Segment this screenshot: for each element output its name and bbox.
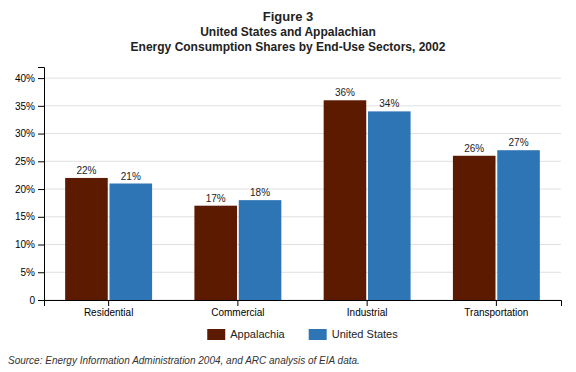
y-tick-label: 0 [29, 295, 35, 306]
y-tick-label: 5% [21, 267, 36, 278]
x-tick-label: Industrial [347, 307, 388, 318]
y-tick: 10% [15, 239, 44, 250]
title: Figure 3 [263, 9, 314, 24]
x-axis-line [45, 301, 562, 307]
y-tick-mark [38, 217, 44, 218]
data-label: 34% [379, 98, 399, 109]
bars [65, 100, 540, 300]
title: Energy Consumption Shares by End-Use Sec… [131, 40, 446, 54]
x-tick-mark [496, 300, 497, 306]
y-tick-label: 40% [15, 73, 35, 84]
data-label: 26% [464, 143, 484, 154]
data-labels: 22% 17% 36% 26% 21% 18% 34% 27% [76, 87, 528, 203]
y-tick: 40% [15, 73, 44, 84]
y-tick-mark [38, 272, 44, 273]
x-tick-label: Commercial [211, 307, 264, 318]
y-tick: 35% [15, 101, 44, 112]
x-tick: Transportation [464, 300, 528, 318]
y-tick: 15% [15, 211, 44, 222]
y-tick-mark [38, 245, 44, 246]
y-tick: 5% [21, 267, 44, 278]
legend-label: Appalachia [230, 328, 285, 340]
grid-line [44, 105, 561, 106]
y-axis: 0 5% 10% 15% 20% 25% 30% 35% 40% [15, 68, 45, 306]
legend-item: United States [309, 328, 399, 340]
y-tick: 20% [15, 184, 44, 195]
data-label: 18% [250, 187, 270, 198]
x-tick: Residential [84, 300, 133, 318]
data-label: 36% [335, 87, 355, 98]
y-tick-mark [38, 189, 44, 190]
data-label: 17% [206, 193, 226, 204]
legend: Appalachia United States [207, 328, 398, 340]
bar [110, 184, 153, 301]
bar [368, 111, 411, 300]
x-tick-label: Transportation [464, 307, 528, 318]
chart: Figure 3United States and AppalachianEne… [0, 0, 576, 372]
x-tick: Commercial [211, 300, 264, 318]
x-tick-mark [367, 300, 368, 306]
legend-item: Appalachia [207, 328, 285, 340]
y-tick-mark [38, 78, 44, 79]
y-axis-line [38, 68, 45, 301]
data-label: 27% [509, 137, 529, 148]
y-tick-mark [38, 300, 44, 301]
bar [497, 150, 540, 300]
y-tick-mark [38, 161, 44, 162]
legend-swatch [207, 329, 225, 340]
grid-line [44, 133, 561, 134]
y-tick-label: 25% [15, 156, 35, 167]
y-tick-label: 30% [15, 128, 35, 139]
y-tick: 0 [29, 295, 44, 306]
bar [65, 178, 108, 300]
y-tick-mark [38, 134, 44, 135]
bar [239, 200, 282, 300]
bar [194, 206, 237, 300]
legend-swatch [309, 329, 327, 340]
plot: 22% 17% 36% 26% 21% 18% 34% 27% 0 5% 10% 15% 20% 25% 3… [15, 68, 562, 319]
y-tick-label: 20% [15, 184, 35, 195]
y-tick: 25% [15, 156, 44, 167]
x-tick-mark [237, 300, 238, 306]
y-tick-label: 15% [15, 211, 35, 222]
grid-line [44, 78, 561, 79]
y-tick-label: 35% [15, 101, 35, 112]
x-tick-label: Residential [84, 307, 133, 318]
y-tick-mark [38, 106, 44, 107]
annotation: Source: Energy Information Administratio… [8, 355, 360, 366]
data-label: 22% [76, 165, 96, 176]
y-tick-label: 10% [15, 239, 35, 250]
y-tick: 30% [15, 128, 44, 139]
x-tick: Industrial [347, 300, 388, 318]
x-axis: Residential Commercial Industrial Transport… [45, 300, 562, 318]
bar [453, 156, 496, 300]
bar [324, 100, 367, 300]
x-tick-mark [108, 300, 109, 306]
title: United States and Appalachian [200, 25, 376, 39]
legend-label: United States [332, 328, 399, 340]
grid [44, 78, 561, 300]
data-label: 21% [121, 171, 141, 182]
